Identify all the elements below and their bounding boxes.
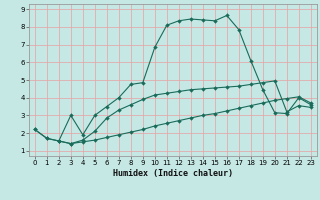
X-axis label: Humidex (Indice chaleur): Humidex (Indice chaleur) <box>113 169 233 178</box>
